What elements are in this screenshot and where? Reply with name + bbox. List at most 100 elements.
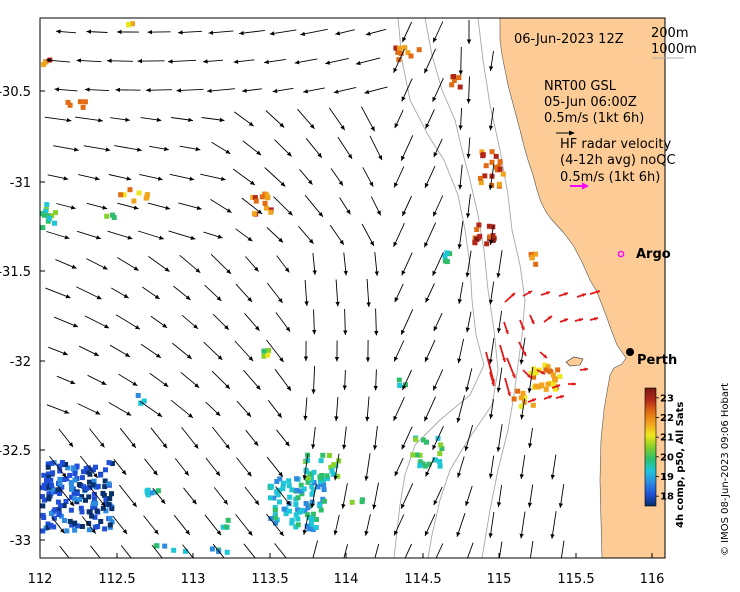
sst-pixel (103, 508, 109, 514)
velocity-arrow (527, 367, 534, 393)
velocity-arrow (234, 340, 254, 362)
velocity-arrow (423, 48, 437, 74)
velocity-arrow (46, 404, 70, 414)
sst-pixel (487, 234, 493, 240)
sst-pixel (49, 460, 55, 466)
sst-pixel (320, 452, 326, 458)
sst-pixel (271, 495, 277, 501)
sst-pixel (314, 517, 319, 522)
velocity-arrow (107, 230, 133, 240)
sst-pixel (264, 192, 270, 198)
sst-pixel (325, 476, 330, 481)
sst-pixel (57, 476, 63, 482)
velocity-arrow (466, 20, 472, 44)
velocity-arrow (233, 59, 255, 64)
velocity-arrow (75, 116, 103, 123)
date-label: 06-Jun-2023 12Z (514, 32, 624, 47)
velocity-arrow (235, 228, 253, 242)
velocity-arrow (275, 312, 291, 332)
velocity-arrow (560, 540, 565, 558)
sst-pixel (69, 494, 75, 500)
sst-pixel (64, 528, 70, 534)
velocity-arrow (528, 428, 533, 448)
sst-pixel (65, 99, 71, 105)
radar-arrow (543, 395, 553, 400)
sst-pixel (81, 469, 86, 475)
velocity-arrow (488, 455, 495, 479)
velocity-arrow (372, 482, 379, 510)
velocity-arrow (374, 543, 380, 558)
y-tick-label: -32 (10, 355, 31, 370)
sst-pixel (72, 520, 78, 526)
velocity-arrow (325, 57, 349, 65)
velocity-arrow (425, 283, 435, 303)
sst-pixel (555, 367, 561, 373)
velocity-arrow (303, 340, 309, 362)
velocity-arrow (170, 399, 194, 419)
sst-pixel (531, 366, 537, 372)
velocity-arrow (496, 424, 503, 452)
velocity-arrow (53, 145, 79, 152)
velocity-arrow (118, 373, 138, 387)
velocity-arrow (242, 140, 262, 156)
sst-pixel (329, 468, 335, 474)
velocity-arrow (181, 427, 199, 449)
sst-pixel (269, 484, 274, 490)
velocity-arrow (365, 396, 370, 422)
sst-pixel (518, 403, 524, 409)
sst-pixel (57, 463, 63, 469)
sst-pixel (68, 507, 74, 513)
velocity-arrow (401, 195, 413, 217)
velocity-arrow (489, 225, 494, 245)
sst-pixel (121, 192, 127, 198)
sst-pixel (318, 475, 324, 481)
velocity-arrow (144, 458, 158, 476)
velocity-arrow (86, 258, 108, 270)
sst-pixel (324, 473, 330, 479)
sst-pixel (277, 499, 282, 505)
velocity-arrow (245, 429, 259, 447)
velocity-arrow (465, 485, 473, 507)
sst-pixel (144, 192, 150, 198)
velocity-arrow (374, 308, 379, 336)
perth-label: Perth (637, 353, 677, 368)
sst-pixel (92, 524, 98, 530)
velocity-arrow (118, 484, 138, 508)
velocity-arrow (183, 487, 197, 505)
sst-pixel (304, 469, 310, 475)
sst-pixel (272, 504, 278, 510)
sst-pixel (40, 503, 46, 509)
velocity-arrow (46, 231, 70, 240)
velocity-arrow (86, 29, 108, 34)
velocity-arrow (116, 29, 140, 35)
sst-pixel (272, 515, 278, 521)
radar-arrow (504, 292, 516, 303)
velocity-arrow (488, 107, 495, 131)
sst-pixel (68, 481, 74, 487)
sst-pixel (86, 520, 92, 526)
sst-pixel (87, 471, 93, 477)
model-velocity-vectors (44, 20, 565, 558)
perth-marker (626, 348, 634, 356)
sst-pixel (311, 469, 317, 475)
sst-pixel (331, 462, 337, 468)
velocity-arrow (311, 365, 316, 395)
velocity-arrow (274, 368, 292, 392)
velocity-arrow (86, 202, 108, 210)
sst-pixel (71, 490, 77, 496)
sst-pixel (533, 251, 539, 257)
velocity-arrow (466, 76, 471, 104)
velocity-arrow (393, 49, 405, 73)
sst-pixel (515, 388, 521, 394)
sst-pixel (539, 383, 544, 389)
sst-pixel (104, 213, 110, 219)
velocity-arrow (211, 426, 231, 450)
radar-arrow (568, 382, 576, 386)
sst-pixel (277, 476, 283, 482)
sst-pixel (395, 49, 401, 55)
x-tick-label: 112 (28, 572, 53, 587)
velocity-arrow (401, 426, 413, 450)
sst-pixel (480, 152, 486, 158)
sst-pixel (306, 526, 312, 532)
velocity-arrow (236, 457, 252, 477)
